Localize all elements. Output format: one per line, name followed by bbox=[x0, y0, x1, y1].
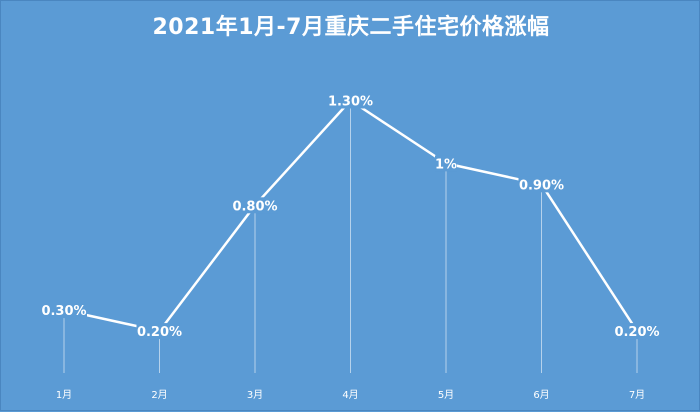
data-label-bg-1 bbox=[41, 302, 87, 319]
data-label-bg-4 bbox=[327, 92, 374, 109]
data-label-7: 0.20% bbox=[614, 325, 659, 340]
data-label-6: 0.90% bbox=[519, 178, 564, 193]
data-label-4: 1.30% bbox=[328, 94, 373, 109]
data-label-bg-7 bbox=[614, 323, 660, 340]
data-label-3: 0.80% bbox=[232, 199, 277, 214]
x-tick-label-4: 4月 bbox=[342, 389, 358, 401]
x-tick-label-6: 6月 bbox=[533, 389, 549, 401]
x-tick-label-3: 3月 bbox=[247, 389, 263, 401]
data-label-bg-2 bbox=[136, 323, 183, 340]
data-label-1: 0.30% bbox=[41, 304, 86, 319]
data-label-bg-6 bbox=[518, 176, 565, 193]
x-tick-label-2: 2月 bbox=[151, 389, 167, 401]
data-label-5: 1% bbox=[435, 157, 457, 172]
data-label-bg-5 bbox=[435, 155, 457, 172]
x-tick-label-7: 7月 bbox=[629, 389, 645, 401]
chart-title: 2021年1月-7月重庆二手住宅价格涨幅 bbox=[152, 15, 550, 40]
data-label-2: 0.20% bbox=[137, 325, 182, 340]
x-tick-label-1: 1月 bbox=[56, 389, 72, 401]
data-label-bg-3 bbox=[232, 197, 278, 214]
x-tick-label-5: 5月 bbox=[438, 389, 454, 401]
